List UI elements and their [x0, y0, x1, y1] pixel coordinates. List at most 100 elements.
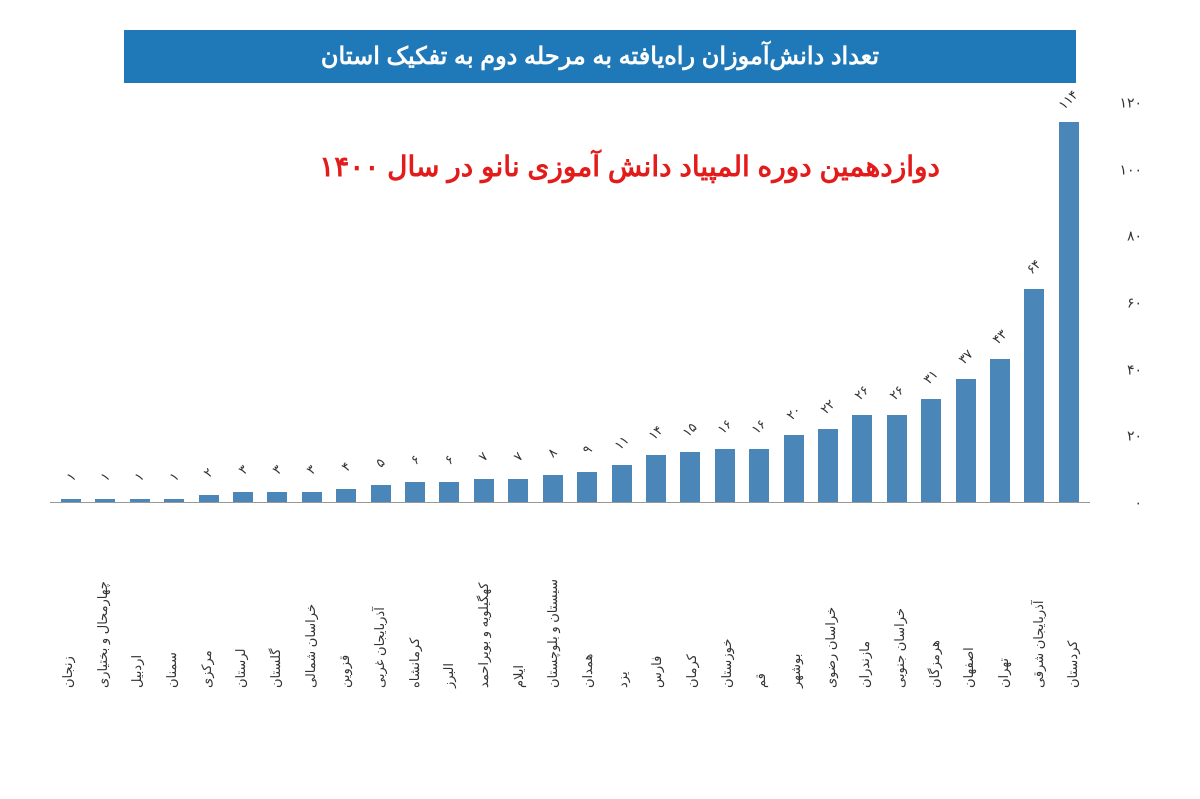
bar	[612, 465, 632, 502]
bar-group: ۱۱۴	[1052, 103, 1086, 502]
bar-value-label: ۳	[304, 462, 320, 478]
bar-value-label: ۱۱	[611, 433, 632, 454]
chart-title-banner: تعداد دانش‌آموزان راه‌یافته به مرحله دوم…	[124, 30, 1076, 83]
bar	[646, 455, 666, 502]
bar-value-label: ۳۱	[921, 366, 942, 387]
bar-value-label: ۶	[441, 452, 457, 468]
bar	[577, 472, 597, 502]
bar	[508, 479, 528, 502]
bar	[302, 492, 322, 502]
x-category-label: مرکزی	[189, 508, 224, 688]
bar-group: ۶۴	[1017, 103, 1051, 502]
x-category-label: بوشهر	[778, 508, 813, 688]
bar	[405, 482, 425, 502]
x-category-label: خراسان رضوی	[813, 508, 848, 688]
x-category-label: لرستان	[223, 508, 258, 688]
bar	[61, 499, 81, 502]
x-category-label: همدان	[570, 508, 605, 688]
x-category-label: سمنان	[154, 508, 189, 688]
bar-group: ۴۳	[983, 103, 1017, 502]
bar-value-label: ۷	[476, 449, 492, 465]
bar-group: ۱	[88, 103, 122, 502]
x-category-label: زنجان	[50, 508, 85, 688]
bar-group: ۳	[260, 103, 294, 502]
x-category-label: یزد	[605, 508, 640, 688]
x-category-label: فارس	[639, 508, 674, 688]
bar-value-label: ۳۷	[955, 346, 976, 367]
y-tick: ۱۲۰	[1119, 95, 1142, 112]
bar-group: ۱	[123, 103, 157, 502]
x-category-label: خوزستان	[709, 508, 744, 688]
bar	[199, 495, 219, 502]
x-category-label: هرمزگان	[917, 508, 952, 688]
x-category-label: خراسان شمالی	[293, 508, 328, 688]
bar	[921, 399, 941, 502]
bar-value-label: ۱	[166, 469, 182, 485]
bar-value-label: ۱۵	[680, 419, 701, 440]
bar-value-label: ۱۶	[749, 416, 770, 437]
x-category-label: قم	[743, 508, 778, 688]
bar	[233, 492, 253, 502]
x-category-label: خراسان جنوبی	[882, 508, 917, 688]
bar-value-label: ۹	[579, 442, 595, 458]
bar	[715, 449, 735, 502]
bar	[95, 499, 115, 502]
bar-value-label: ۶	[407, 452, 423, 468]
y-tick: ۶۰	[1127, 295, 1142, 312]
y-tick: ۸۰	[1127, 228, 1142, 245]
bar	[267, 492, 287, 502]
bar-value-label: ۶۴	[1024, 256, 1045, 277]
bar	[439, 482, 459, 502]
bar-value-label: ۴	[338, 459, 354, 475]
bar-value-label: ۵	[373, 455, 389, 471]
x-category-label: کردستان	[1055, 508, 1090, 688]
x-category-label: کرمانشاه	[397, 508, 432, 688]
bar	[371, 485, 391, 502]
bar	[956, 379, 976, 502]
bar	[990, 359, 1010, 502]
x-category-label: سیستان و بلوچستان	[535, 508, 570, 688]
bar	[818, 429, 838, 502]
bar	[749, 449, 769, 502]
bar-value-label: ۱	[63, 469, 79, 485]
bar	[164, 499, 184, 502]
y-tick: ۲۰	[1127, 428, 1142, 445]
bar-value-label: ۱۶	[714, 416, 735, 437]
x-category-label: آذربایجان غربی	[362, 508, 397, 688]
x-category-label: تهران	[986, 508, 1021, 688]
x-category-label: چهارمحال و بختیاری	[85, 508, 120, 688]
bar-value-label: ۲۶	[886, 383, 907, 404]
y-axis: ۰۲۰۴۰۶۰۸۰۱۰۰۱۲۰	[1090, 103, 1150, 503]
bar	[543, 475, 563, 502]
bar-value-label: ۲۲	[817, 396, 838, 417]
x-category-label: اردبیل	[119, 508, 154, 688]
bar-value-label: ۳	[269, 462, 285, 478]
bar-group: ۱	[54, 103, 88, 502]
bar-group: ۲	[191, 103, 225, 502]
bar-value-label: ۸	[545, 445, 561, 461]
bar-value-label: ۱۱۴	[1056, 87, 1082, 113]
bar-value-label: ۲۶	[852, 383, 873, 404]
bar-group: ۳	[226, 103, 260, 502]
bar	[474, 479, 494, 502]
bar-value-label: ۱	[97, 469, 113, 485]
x-category-label: البرز	[431, 508, 466, 688]
x-category-label: کرمان	[674, 508, 709, 688]
x-axis-labels: کردستانآذربایجان شرقیتهراناصفهانهرمزگانخ…	[50, 508, 1090, 688]
x-category-label: قزوین	[327, 508, 362, 688]
bar	[1059, 122, 1079, 502]
x-category-label: کهگیلویه و بویراحمد	[466, 508, 501, 688]
bar	[336, 489, 356, 502]
x-category-label: مازندران	[847, 508, 882, 688]
bar	[130, 499, 150, 502]
y-tick: ۱۰۰	[1119, 161, 1142, 178]
bar-value-label: ۴۳	[989, 326, 1010, 347]
bar	[887, 415, 907, 502]
chart-container: ۰۲۰۴۰۶۰۸۰۱۰۰۱۲۰ ۱۱۴۶۴۴۳۳۷۳۱۲۶۲۶۲۲۲۰۱۶۱۶۱…	[50, 103, 1150, 703]
chart-subtitle: دوازدهمین دوره المپیاد دانش آموزی نانو د…	[319, 150, 940, 183]
bar-value-label: ۱۴	[645, 423, 666, 444]
bar	[784, 435, 804, 502]
bar-value-label: ۲۰	[783, 403, 804, 424]
x-category-label: اصفهان	[951, 508, 986, 688]
bar-group: ۳۷	[948, 103, 982, 502]
